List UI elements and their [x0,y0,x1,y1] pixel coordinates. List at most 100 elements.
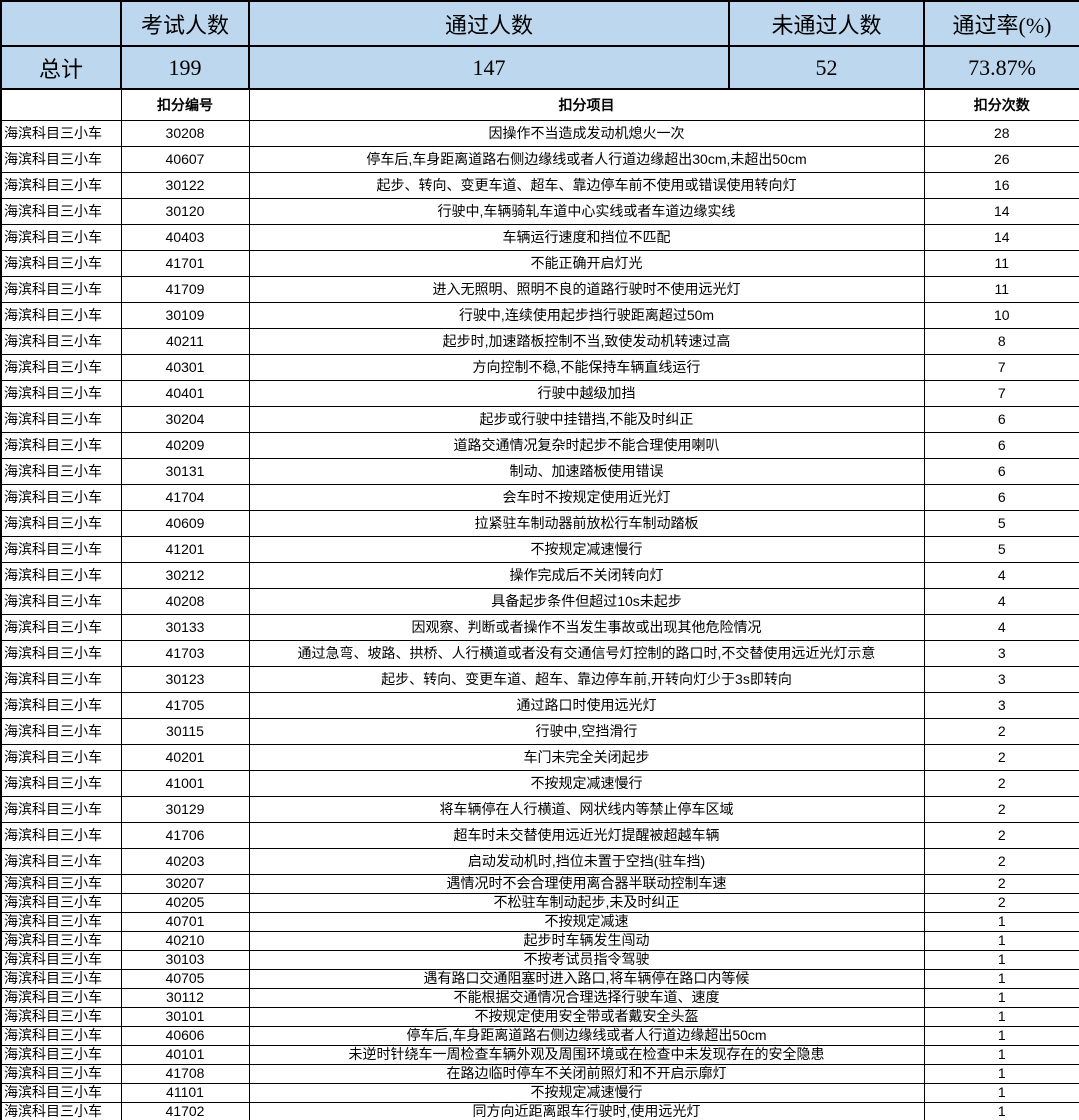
table-row: 海滨科目三小车 41706 超车时未交替使用远近光灯提醒被超越车辆 2 [0,821,1079,849]
table-row: 海滨科目三小车 41704 会车时不按规定使用近光灯 6 [0,483,1079,511]
item-cell: 行驶中,空挡滑行 [248,717,925,745]
table-row: 海滨科目三小车 30120 行驶中,车辆骑轧车道中心实线或者车道边缘实线 14 [0,197,1079,225]
table-row: 海滨科目三小车 41708 在路边临时停车不关闭前照灯和不开启示廓灯 1 [0,1063,1079,1084]
item-cell: 车门未完全关闭起步 [248,743,925,771]
code-cell: 30208 [120,119,250,147]
count-cell: 6 [923,483,1079,511]
category-cell: 海滨科目三小车 [0,197,122,225]
table-row: 海滨科目三小车 40606 停车后,车身距离道路右侧边缘线或者人行道边缘超出50cm… [0,1025,1079,1046]
table-row: 海滨科目三小车 40101 未逆时针绕车一周检查车辆外观及周围环境或在检查中未发现存… [0,1044,1079,1065]
code-cell: 40209 [120,431,250,459]
table-row: 海滨科目三小车 30112 不能根据交通情况合理选择行驶车道、速度 1 [0,987,1079,1008]
count-cell: 10 [923,301,1079,329]
item-cell: 行驶中,车辆骑轧车道中心实线或者车道边缘实线 [248,197,925,225]
count-cell: 7 [923,353,1079,381]
item-cell: 停车后,车身距离道路右侧边缘线或者人行道边缘超出30cm,未超出50cm [248,145,925,173]
pass-rate-header: 通过率(%) [923,0,1079,47]
code-cell: 41706 [120,821,250,849]
count-cell: 3 [923,691,1079,719]
item-cell: 行驶中,连续使用起步挡行驶距离超过50m [248,301,925,329]
category-cell: 海滨科目三小车 [0,968,122,989]
table-row: 海滨科目三小车 40209 道路交通情况复杂时起步不能合理使用喇叭 6 [0,431,1079,459]
count-cell: 6 [923,431,1079,459]
table-row: 海滨科目三小车 40210 起步时车辆发生闯动 1 [0,930,1079,951]
deduction-item-header: 扣分项目 [248,88,925,121]
item-cell: 遇情况时不会合理使用离合器半联动控制车速 [248,873,925,894]
category-cell: 海滨科目三小车 [0,1025,122,1046]
item-cell: 因操作不当造成发动机熄火一次 [248,119,925,147]
table-row: 海滨科目三小车 40201 车门未完全关闭起步 2 [0,743,1079,771]
category-cell: 海滨科目三小车 [0,639,122,667]
table-row: 海滨科目三小车 41703 通过急弯、坡路、拱桥、人行横道或者没有交通信号灯控制的路… [0,639,1079,667]
item-cell: 车辆运行速度和挡位不匹配 [248,223,925,251]
count-cell: 2 [923,821,1079,849]
item-cell: 不能根据交通情况合理选择行驶车道、速度 [248,987,925,1008]
count-cell: 4 [923,613,1079,641]
count-cell: 3 [923,665,1079,693]
count-cell: 2 [923,717,1079,745]
item-cell: 起步或行驶中挂错挡,不能及时纠正 [248,405,925,433]
category-cell: 海滨科目三小车 [0,949,122,970]
table-row: 海滨科目三小车 40401 行驶中越级加挡 7 [0,379,1079,407]
code-cell: 41708 [120,1063,250,1084]
item-cell: 通过急弯、坡路、拱桥、人行横道或者没有交通信号灯控制的路口时,不交替使用远近光灯… [248,639,925,667]
category-cell: 海滨科目三小车 [0,743,122,771]
count-cell: 2 [923,795,1079,823]
code-cell: 30103 [120,949,250,970]
fail-count-header: 未通过人数 [728,0,925,47]
corner-cell-empty [0,0,122,47]
table-row: 海滨科目三小车 41101 不按规定减速慢行 1 [0,1082,1079,1103]
count-cell: 14 [923,223,1079,251]
item-cell: 进入无照明、照明不良的道路行驶时不使用远光灯 [248,275,925,303]
item-cell: 会车时不按规定使用近光灯 [248,483,925,511]
category-cell: 海滨科目三小车 [0,275,122,303]
table-row: 海滨科目三小车 30101 不按规定使用安全带或者戴安全头盔 1 [0,1006,1079,1027]
category-cell: 海滨科目三小车 [0,353,122,381]
item-cell: 起步、转向、变更车道、超车、靠边停车前,开转向灯少于3s即转向 [248,665,925,693]
code-cell: 30112 [120,987,250,1008]
code-cell: 41001 [120,769,250,797]
category-cell: 海滨科目三小车 [0,795,122,823]
count-cell: 26 [923,145,1079,173]
table-row: 海滨科目三小车 41701 不能正确开启灯光 11 [0,249,1079,277]
summary-header-row: 考试人数 通过人数 未通过人数 通过率(%) [0,0,1079,47]
table-row: 海滨科目三小车 40705 遇有路口交通阻塞时进入路口,将车辆停在路口内等候 1 [0,968,1079,989]
category-cell: 海滨科目三小车 [0,613,122,641]
code-cell: 41709 [120,275,250,303]
category-cell: 海滨科目三小车 [0,892,122,913]
count-cell: 1 [923,949,1079,970]
category-cell: 海滨科目三小车 [0,911,122,932]
code-cell: 40607 [120,145,250,173]
category-cell: 海滨科目三小车 [0,717,122,745]
table-row: 海滨科目三小车 30204 起步或行驶中挂错挡,不能及时纠正 6 [0,405,1079,433]
code-cell: 41704 [120,483,250,511]
category-cell: 海滨科目三小车 [0,301,122,329]
code-cell: 40211 [120,327,250,355]
item-cell: 遇有路口交通阻塞时进入路口,将车辆停在路口内等候 [248,968,925,989]
category-cell: 海滨科目三小车 [0,327,122,355]
category-cell: 海滨科目三小车 [0,1044,122,1065]
code-cell: 30122 [120,171,250,199]
table-row: 海滨科目三小车 30212 操作完成后不关闭转向灯 4 [0,561,1079,589]
count-cell: 2 [923,892,1079,913]
table-row: 海滨科目三小车 30109 行驶中,连续使用起步挡行驶距离超过50m 10 [0,301,1079,329]
count-cell: 5 [923,535,1079,563]
category-cell: 海滨科目三小车 [0,379,122,407]
count-cell: 2 [923,847,1079,875]
table-row: 海滨科目三小车 40403 车辆运行速度和挡位不匹配 14 [0,223,1079,251]
code-cell: 40401 [120,379,250,407]
table-row: 海滨科目三小车 40205 不松驻车制动起步,未及时纠正 2 [0,892,1079,913]
code-cell: 40208 [120,587,250,615]
table-row: 海滨科目三小车 41705 通过路口时使用远光灯 3 [0,691,1079,719]
code-cell: 30129 [120,795,250,823]
table-row: 海滨科目三小车 40607 停车后,车身距离道路右侧边缘线或者人行道边缘超出30cm… [0,145,1079,173]
table-row: 海滨科目三小车 40609 拉紧驻车制动器前放松行车制动踏板 5 [0,509,1079,537]
detail-corner-cell-empty [0,88,122,121]
code-cell: 40606 [120,1025,250,1046]
count-cell: 1 [923,911,1079,932]
table-row: 海滨科目三小车 30122 起步、转向、变更车道、超车、靠边停车前不使用或错误使用转… [0,171,1079,199]
code-cell: 41705 [120,691,250,719]
item-cell: 未逆时针绕车一周检查车辆外观及周围环境或在检查中未发现存在的安全隐患 [248,1044,925,1065]
count-cell: 6 [923,457,1079,485]
category-cell: 海滨科目三小车 [0,457,122,485]
